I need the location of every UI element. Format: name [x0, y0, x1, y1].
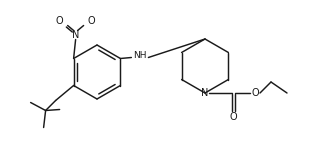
Text: O: O — [251, 88, 259, 98]
Text: O: O — [229, 112, 237, 123]
Text: N: N — [72, 29, 79, 40]
Text: O: O — [88, 16, 95, 25]
Text: NH: NH — [132, 51, 146, 60]
Text: N: N — [201, 89, 209, 99]
Text: O: O — [56, 16, 63, 25]
